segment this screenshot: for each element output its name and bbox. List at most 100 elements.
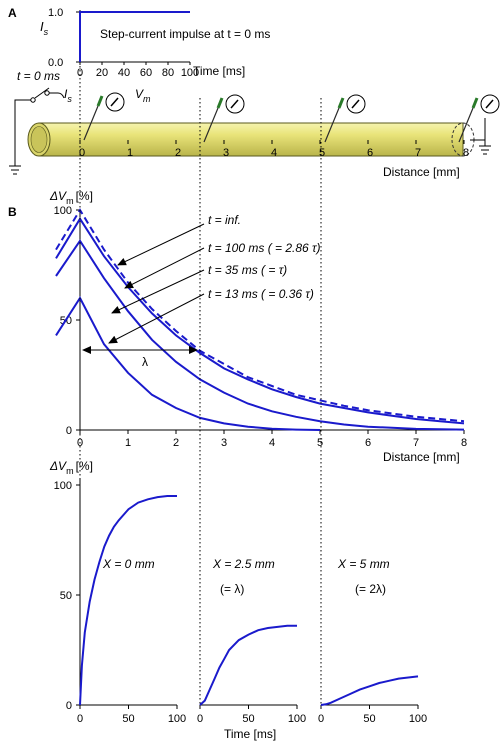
spatial-xtick-label: 5 xyxy=(317,437,323,449)
time-y-unit: [%] xyxy=(76,459,93,473)
time-y-label: ΔVm [%] xyxy=(49,459,93,476)
time-curve-1 xyxy=(199,624,297,706)
cable-tick-label: 5 xyxy=(319,147,325,159)
electrode-0-meter-needle xyxy=(110,97,119,107)
time-xtick-label-1: 0 xyxy=(197,713,203,725)
stim-x-ticks: 0 20 40 60 80 100 xyxy=(77,62,199,79)
time-title-x5: X = 5 mm xyxy=(337,557,390,571)
spatial-y-delta: ΔV xyxy=(49,189,67,203)
stim-trace xyxy=(79,11,190,62)
cable xyxy=(27,118,486,157)
electrode-5-meter-needle xyxy=(351,99,360,109)
time-ytick-label: 0 xyxy=(66,700,72,712)
time-xtick-label-2: 0 xyxy=(318,713,324,725)
stim-y-sub: s xyxy=(44,27,49,37)
panel-b-letter: B xyxy=(8,205,17,219)
spatial-x-label: Distance [mm] xyxy=(383,450,460,464)
time-xtick-label-2: 100 xyxy=(409,713,427,725)
cable-left-end-inner xyxy=(30,126,48,153)
time-x-label: Time [ms] xyxy=(224,727,276,741)
time-title-x0: X = 0 mm xyxy=(102,557,155,571)
panel-a-letter: A xyxy=(8,6,17,20)
time-xtick-label-2: 50 xyxy=(363,713,375,725)
vm-letter: V xyxy=(135,87,144,101)
current-sub: s xyxy=(67,94,72,104)
stim-xtick-label: 20 xyxy=(96,67,108,79)
spatial-ytick-label: 0 xyxy=(66,425,72,437)
time-course-plots: ΔVm [%] 100 50 0 0 50 100 0 50 100 0 50 100 Time [m… xyxy=(49,459,427,741)
switch-lever xyxy=(34,87,50,99)
cable-tick-label: 4 xyxy=(271,147,277,159)
annot-t-inf: t = inf. xyxy=(208,213,241,227)
time-ytick-label: 50 xyxy=(60,590,72,602)
time-curve-2 xyxy=(320,675,419,706)
spatial-y-unit: [%] xyxy=(76,189,93,203)
cable-tick-label: 1 xyxy=(127,147,133,159)
annot-arrow-13 xyxy=(108,293,205,344)
current-letter: I xyxy=(64,87,68,101)
stim-xtick-label: 60 xyxy=(140,67,152,79)
electrode-2-5-meter-needle xyxy=(230,99,239,109)
spatial-y-label: ΔVm [%] xyxy=(49,189,93,206)
time-subtitle-x5: (= 2λ) xyxy=(355,582,386,596)
spatial-curve-1 xyxy=(55,216,465,425)
cable-tick-label: 0 xyxy=(79,147,85,159)
spatial-curves xyxy=(55,208,465,431)
vm-label: Vm xyxy=(135,87,151,104)
time-y-delta: ΔV xyxy=(49,459,67,473)
annot-t-35: t = 35 ms ( = τ) xyxy=(208,263,287,277)
stim-xtick-label: 0 xyxy=(77,67,83,79)
lambda-label: λ xyxy=(142,355,148,369)
time-x-ticks: 0 50 100 0 50 100 0 50 100 xyxy=(77,705,427,725)
spatial-xtick-label: 2 xyxy=(173,437,179,449)
time-xtick-label-0: 0 xyxy=(77,713,83,725)
stim-ytick-label-1: 1.0 xyxy=(48,7,63,19)
annot-arrow-35 xyxy=(111,269,205,314)
circuit-wire-left xyxy=(14,99,31,166)
spatial-xtick-label: 6 xyxy=(365,437,371,449)
spatial-xtick-label: 7 xyxy=(413,437,419,449)
spatial-annotations: t = inf. t = 100 ms ( = 2.86 τ) t = 35 m… xyxy=(82,213,321,369)
cable-distance-ticks: 0 1 2 3 4 5 6 7 8 xyxy=(79,140,469,159)
time-subtitle-x2-5: (= λ) xyxy=(220,582,244,596)
switch-label: t = 0 ms xyxy=(17,69,60,83)
cable-x-label: Distance [mm] xyxy=(383,165,460,179)
spatial-xtick-label: 8 xyxy=(461,437,467,449)
cable-tick-label: 2 xyxy=(175,147,181,159)
spatial-curve-3 xyxy=(55,296,321,431)
electrode-8-meter-needle xyxy=(485,99,494,109)
stim-ytick-label-0: 0.0 xyxy=(48,57,63,69)
stim-y-letter: I xyxy=(40,19,44,34)
electrode-5-pipette xyxy=(324,107,340,143)
annot-t-13: t = 13 ms ( = 0.36 τ) xyxy=(208,287,314,301)
electrode-5-tip xyxy=(337,97,345,109)
spatial-xtick-label: 1 xyxy=(125,437,131,449)
annot-arrow-inf xyxy=(117,223,205,266)
time-xtick-label-0: 50 xyxy=(122,713,134,725)
switch-contact-right xyxy=(44,90,50,96)
current-label: Is xyxy=(64,87,72,104)
cable-tick-label: 6 xyxy=(367,147,373,159)
spatial-xtick-label: 3 xyxy=(221,437,227,449)
cable-tick-label: 7 xyxy=(415,147,421,159)
annot-t-100: t = 100 ms ( = 2.86 τ) xyxy=(208,241,321,255)
time-xtick-label-1: 100 xyxy=(288,713,306,725)
electrode-wire-stim xyxy=(49,92,65,99)
electrode-8-pipette xyxy=(458,107,474,143)
time-curves xyxy=(79,495,419,706)
electrode-2-5-tip xyxy=(216,97,224,109)
annot-arrow-100 xyxy=(124,247,205,289)
stim-title: Step-current impulse at t = 0 ms xyxy=(100,27,270,41)
spatial-curve-2 xyxy=(55,238,465,431)
stimulus-plot: 1.0 0.0 Is Step-current impulse at t = 0… xyxy=(40,7,270,79)
cable-tick-label: 8 xyxy=(463,147,469,159)
time-curve-0 xyxy=(79,495,177,706)
time-y-ticks: 100 50 0 xyxy=(54,480,80,712)
stim-xtick-label: 100 xyxy=(181,67,199,79)
time-xtick-label-1: 50 xyxy=(242,713,254,725)
electrode-0-tip xyxy=(96,95,104,107)
cable-body xyxy=(38,122,464,157)
spatial-ytick-label: 100 xyxy=(54,205,72,217)
